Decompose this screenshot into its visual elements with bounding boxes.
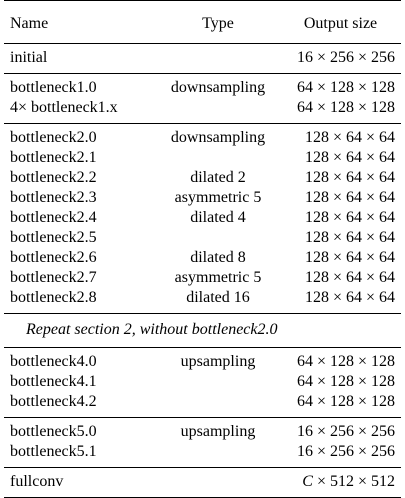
cell-name: bottleneck1.0 [4, 73, 156, 98]
cell-type: asymmetric 5 [174, 269, 262, 286]
cell-type [156, 467, 280, 498]
table-row: bottleneck1.0 downsampling 64 × 128 × 12… [4, 73, 401, 98]
cell-name: bottleneck2.0 [4, 123, 156, 148]
cell-size: 128 × 64 × 64 [304, 269, 395, 286]
table-row: bottleneck2.5 128 × 64 × 64 [4, 228, 401, 248]
cell-name: bottleneck4.2 [10, 393, 97, 410]
cell-size: 64 × 128 × 128 [296, 99, 395, 116]
cell-type: upsampling [156, 417, 280, 442]
table-row: bottleneck2.7 asymmetric 5 128 × 64 × 64 [4, 268, 401, 288]
table-row: bottleneck4.0 upsampling 64 × 128 × 128 [4, 347, 401, 372]
cell-type: dilated 2 [190, 169, 246, 186]
cell-type [156, 44, 280, 74]
cell-size: 16 × 256 × 256 [296, 443, 395, 460]
repeat-note: Repeat section 2, without bottleneck2.0 [4, 313, 401, 348]
cell-type [156, 98, 280, 124]
cell-type [156, 442, 280, 468]
cell-size: 128 × 64 × 64 [304, 149, 395, 166]
table-row: bottleneck5.1 16 × 256 × 256 [4, 442, 401, 468]
cell-type: asymmetric 5 [174, 189, 262, 206]
cell-name: bottleneck5.1 [10, 443, 97, 460]
architecture-table: Name Type Output size initial 16 × 256 ×… [4, 0, 401, 498]
cell-type: downsampling [156, 123, 280, 148]
cell-size: 16 × 256 × 256 [280, 417, 401, 442]
cell-type [156, 372, 280, 392]
table-row: bottleneck2.4 dilated 4 128 × 64 × 64 [4, 208, 401, 228]
table-row: bottleneck2.3 asymmetric 5 128 × 64 × 64 [4, 188, 401, 208]
size-variable: C [302, 473, 313, 490]
header-type: Type [156, 0, 280, 44]
header-output-size: Output size [280, 0, 401, 44]
table-row: initial 16 × 256 × 256 [4, 44, 401, 74]
cell-name: bottleneck2.5 [10, 229, 97, 246]
cell-size: 128 × 64 × 64 [304, 289, 395, 306]
repeat-note-row: Repeat section 2, without bottleneck2.0 [4, 313, 401, 348]
cell-size: 64 × 128 × 128 [280, 73, 401, 98]
cell-size: 128 × 64 × 64 [304, 209, 395, 226]
cell-name: bottleneck2.7 [10, 269, 97, 286]
cell-size: 128 × 64 × 64 [280, 123, 401, 148]
cell-size: 128 × 64 × 64 [304, 189, 395, 206]
cell-name: bottleneck4.1 [10, 373, 97, 390]
table-row: bottleneck2.6 dilated 8 128 × 64 × 64 [4, 248, 401, 268]
cell-name: bottleneck2.6 [10, 249, 97, 266]
cell-type [156, 392, 280, 418]
cell-name: fullconv [4, 467, 156, 498]
cell-name: initial [10, 49, 48, 66]
cell-size: 16 × 256 × 256 [296, 49, 395, 66]
table-row: fullconv C × 512 × 512 [4, 467, 401, 498]
table-row: bottleneck4.2 64 × 128 × 128 [4, 392, 401, 418]
cell-size: 64 × 128 × 128 [296, 373, 395, 390]
cell-name: bottleneck4.0 [4, 347, 156, 372]
cell-size: C × 512 × 512 [280, 467, 401, 498]
table-row: bottleneck5.0 upsampling 16 × 256 × 256 [4, 417, 401, 442]
cell-name: bottleneck5.0 [4, 417, 156, 442]
cell-type: downsampling [156, 73, 280, 98]
cell-type: dilated 4 [190, 209, 246, 226]
cell-name: bottleneck2.2 [10, 169, 97, 186]
cell-type [156, 228, 280, 248]
cell-name: 4× bottleneck1.x [10, 99, 118, 116]
table-row: bottleneck4.1 64 × 128 × 128 [4, 372, 401, 392]
cell-size: 128 × 64 × 64 [304, 229, 395, 246]
cell-name: bottleneck2.1 [10, 149, 97, 166]
cell-name: bottleneck2.8 [10, 289, 97, 306]
header-row: Name Type Output size [4, 0, 401, 44]
cell-name: bottleneck2.4 [10, 209, 97, 226]
cell-name: bottleneck2.3 [10, 189, 97, 206]
cell-type: dilated 16 [186, 289, 250, 306]
table-row: 4× bottleneck1.x 64 × 128 × 128 [4, 98, 401, 124]
table-body: initial 16 × 256 × 256 bottleneck1.0 dow… [4, 44, 401, 498]
table-row: bottleneck2.0 downsampling 128 × 64 × 64 [4, 123, 401, 148]
cell-size: 128 × 64 × 64 [304, 169, 395, 186]
cell-type [156, 148, 280, 168]
header-name: Name [4, 0, 156, 44]
size-rest: × 512 × 512 [312, 473, 395, 490]
table-row: bottleneck2.2 dilated 2 128 × 64 × 64 [4, 168, 401, 188]
cell-type: upsampling [156, 347, 280, 372]
table-row: bottleneck2.8 dilated 16 128 × 64 × 64 [4, 288, 401, 314]
cell-size: 128 × 64 × 64 [304, 249, 395, 266]
cell-size: 64 × 128 × 128 [296, 393, 395, 410]
table-row: bottleneck2.1 128 × 64 × 64 [4, 148, 401, 168]
cell-type: dilated 8 [190, 249, 246, 266]
cell-size: 64 × 128 × 128 [280, 347, 401, 372]
